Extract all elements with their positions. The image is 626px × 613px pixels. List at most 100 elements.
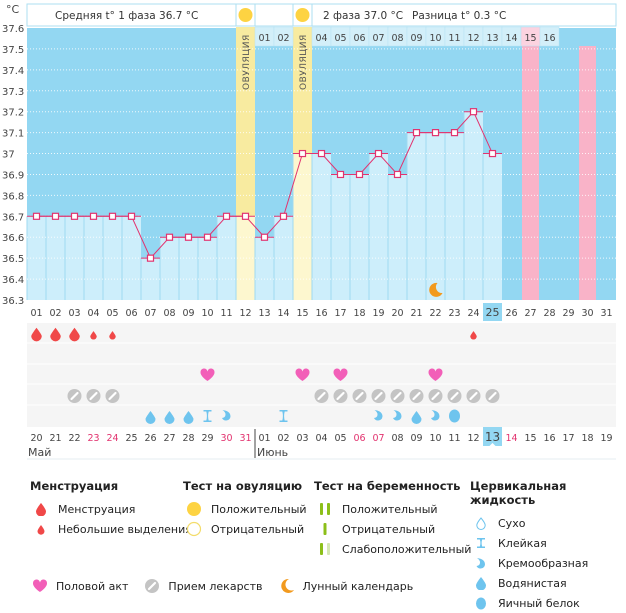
temp-bar xyxy=(350,174,369,300)
temperature-point xyxy=(203,233,212,241)
y-axis-unit: °C xyxy=(6,3,20,16)
temp-bar xyxy=(369,153,388,300)
temperature-point xyxy=(146,254,155,262)
calendar-day-label: 23 xyxy=(87,433,99,444)
calendar-day-label: 07 xyxy=(372,433,384,444)
menstruation-icon xyxy=(31,327,42,342)
calendar-day-label: 20 xyxy=(30,433,42,444)
calendar-day-label: 01 xyxy=(258,433,270,444)
pill-stripe xyxy=(70,391,79,401)
calendar-day-label: 08 xyxy=(391,433,403,444)
egg-white-icon xyxy=(470,596,492,610)
pill-stripe xyxy=(374,391,383,401)
legend-label: Яичный белок xyxy=(498,596,580,610)
calendar-day-label: 10 xyxy=(429,433,441,444)
legend-title: Тест на овуляцию xyxy=(183,479,303,493)
ovulation-label: ОВУЛЯЦИЯ xyxy=(299,34,309,90)
legend-label: Отрицательный xyxy=(211,522,305,536)
calendar-day-label: 11 xyxy=(448,433,460,444)
calendar-day-label: 22 xyxy=(68,433,80,444)
temperature-point xyxy=(279,212,288,220)
next-cycle-day-label: 15 xyxy=(524,33,536,44)
temperature-point xyxy=(374,149,383,158)
predicted-period-band xyxy=(522,46,539,300)
calendar-day-label: 03 xyxy=(296,433,308,444)
cycle-day-label: 12 xyxy=(239,308,251,319)
heart-icon xyxy=(200,368,215,381)
cycle-day-label: 06 xyxy=(125,308,137,319)
sticky-icon xyxy=(203,410,212,422)
summary-box-phase2 xyxy=(311,3,617,27)
calendar-day-label: 05 xyxy=(334,433,346,444)
cycle-day-label: 03 xyxy=(68,308,80,319)
summary-diff: Разница t° 0.3 °С xyxy=(412,10,506,22)
calendar-day-label: 30 xyxy=(220,433,232,444)
temperature-point xyxy=(32,212,41,220)
temp-bar xyxy=(331,174,350,300)
pill-stripe xyxy=(469,391,478,401)
legend-menstruation: Менструация Менструация Небольшие выделе… xyxy=(30,479,192,539)
calendar-day-label: 29 xyxy=(201,433,213,444)
legend-cervical-fluid: Цервикальная жидкость Сухо Клейкая Кремо… xyxy=(470,479,626,613)
dry-icon xyxy=(470,516,492,530)
legend-label: Кремообразная xyxy=(498,556,589,570)
next-cycle-day-label: 10 xyxy=(429,33,441,44)
header-blank-cell xyxy=(254,3,294,27)
calendar-day-label: 14 xyxy=(505,433,517,444)
cycle-day-label: 09 xyxy=(182,308,194,319)
bbt-chart: 37.6 37.5 37.4 37.3 37.2 37.1 37 36.9 36.8 36.7 36… xyxy=(2,3,617,460)
marker-grid xyxy=(27,323,616,427)
calendar-day-label: 04 xyxy=(315,433,327,444)
calendar-day-label: 09 xyxy=(410,433,422,444)
creamy-icon xyxy=(374,410,383,421)
ovulation-test-positive-icon xyxy=(295,8,310,22)
temperature-point xyxy=(108,212,117,220)
pill-stripe xyxy=(412,391,421,401)
pill-stripe xyxy=(431,391,440,401)
legend-label: Клейкая xyxy=(498,536,547,550)
y-tick-label: 36.3 xyxy=(2,296,24,307)
temperature-point xyxy=(70,212,79,220)
calendar-day-label: 12 xyxy=(467,433,479,444)
temperature-point xyxy=(89,212,98,220)
calendar-day-label: 19 xyxy=(600,433,612,444)
y-tick-label: 37.5 xyxy=(2,45,24,56)
temp-bar xyxy=(312,153,331,300)
next-cycle-cell xyxy=(273,26,294,47)
pill-stripe xyxy=(488,391,497,401)
cycle-day-label: 28 xyxy=(543,308,555,319)
temp-bar xyxy=(464,111,483,300)
legend-ovulation-test: Тест на овуляцию Положительный Отрицател… xyxy=(183,479,307,539)
temperature-point xyxy=(165,233,174,241)
legend-label: Слабоположительный xyxy=(342,542,472,556)
moon-icon xyxy=(429,282,443,297)
next-cycle-day-label: 13 xyxy=(486,33,498,44)
sticky-icon xyxy=(279,410,288,422)
temperature-point xyxy=(298,149,307,158)
calendar-day-label: 28 xyxy=(182,433,194,444)
next-cycle-day-label: 04 xyxy=(315,33,327,44)
cycle-day-label: 16 xyxy=(315,308,327,319)
legend-title: Тест на беременность xyxy=(314,479,461,493)
y-tick-label: 36.7 xyxy=(2,212,24,223)
sun-outline-icon xyxy=(183,521,205,537)
cycle-day-label: 31 xyxy=(600,308,612,319)
legend-label: Лунный календарь xyxy=(302,579,414,593)
ovulation-test-positive-icon xyxy=(238,8,253,22)
temp-bar xyxy=(160,237,179,300)
today-pointer xyxy=(489,443,496,446)
cycle-day-label: 18 xyxy=(353,308,365,319)
creamy-icon xyxy=(393,410,402,421)
spotting-icon xyxy=(109,331,116,340)
moon-icon xyxy=(277,578,297,594)
cycle-day-label: 19 xyxy=(372,308,384,319)
cycle-day-label: 27 xyxy=(524,308,536,319)
temperature-point xyxy=(450,129,459,137)
temperature-point xyxy=(488,149,497,158)
legend-pregnancy-test: Тест на беременность Положительный Отриц… xyxy=(314,479,471,559)
heart-icon xyxy=(295,368,310,381)
cycle-day-label: 29 xyxy=(562,308,574,319)
next-cycle-day-label: 07 xyxy=(372,33,384,44)
temperature-point xyxy=(355,170,364,179)
calendar-day-label: 16 xyxy=(543,433,555,444)
